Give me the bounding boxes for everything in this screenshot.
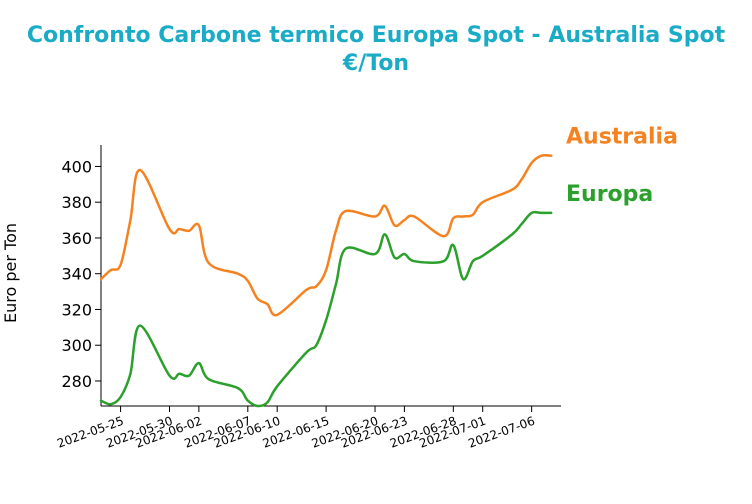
- y-tick-label: 380: [61, 193, 92, 212]
- series-label-europa: Europa: [566, 182, 653, 207]
- y-tick-label: 340: [61, 265, 92, 284]
- chart-title: Confronto Carbone termico Europa Spot - …: [26, 23, 726, 76]
- y-axis-label: Euro per Ton: [1, 223, 20, 323]
- y-tick-label: 280: [61, 372, 92, 391]
- axes: [100, 145, 561, 407]
- series-line-australia: [99, 153, 553, 317]
- series-line-europa: [99, 210, 553, 408]
- ticks: 2803003203403603804002022-05-252022-05-3…: [55, 157, 536, 450]
- series-label-australia: Australia: [566, 125, 678, 150]
- y-tick-label: 300: [61, 336, 92, 355]
- series-labels: Australia Europa: [566, 125, 678, 207]
- series-lines: [99, 153, 553, 408]
- y-tick-label: 320: [61, 300, 92, 319]
- y-tick-label: 360: [61, 229, 92, 248]
- y-tick-label: 400: [61, 157, 92, 176]
